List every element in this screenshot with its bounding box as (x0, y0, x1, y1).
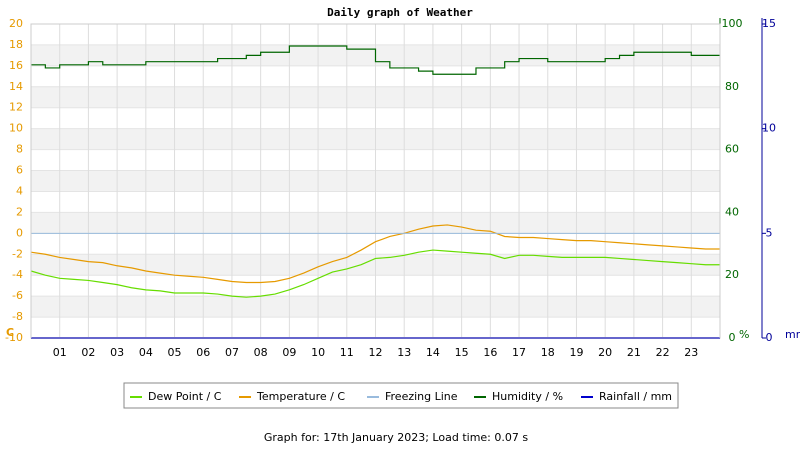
legend-label: Dew Point / C (148, 390, 222, 403)
chart-title: Daily graph of Weather (327, 6, 473, 19)
y3-tick-label: 0 (766, 331, 773, 344)
x-tick-label: 21 (627, 346, 641, 359)
y2-tick-label: 60 (725, 143, 739, 156)
x-tick-label: 14 (426, 346, 440, 359)
y2-tick-label: 80 (725, 80, 739, 93)
y2-tick-label: 0 (729, 331, 736, 344)
y3-axis-label: mm (785, 328, 800, 341)
x-tick-label: 12 (369, 346, 383, 359)
plot-border (30, 23, 721, 339)
x-tick-label: 09 (282, 346, 296, 359)
y-tick-label: 10 (9, 122, 23, 135)
y-tick-label: -4 (12, 268, 23, 281)
x-tick-label: 20 (598, 346, 612, 359)
x-tick-label: 17 (512, 346, 526, 359)
y-tick-label: -6 (12, 289, 23, 302)
x-tick-label: 05 (168, 346, 182, 359)
series-line (30, 249, 720, 298)
y-tick-label: 6 (16, 164, 23, 177)
legend-label: Freezing Line (385, 390, 458, 403)
x-tick-label: 01 (53, 346, 67, 359)
y-tick-label: 16 (9, 59, 23, 72)
y2-axis-label: % (739, 328, 749, 341)
x-tick-label: 13 (397, 346, 411, 359)
y-tick-label: -10 (5, 331, 23, 344)
y3-tick-label: 10 (762, 122, 776, 135)
series-line (30, 224, 720, 284)
y3-tick-label: 15 (762, 17, 776, 30)
y-tick-label: 12 (9, 101, 23, 114)
y2-tick-label: 20 (725, 268, 739, 281)
legend-label: Rainfall / mm (599, 390, 672, 403)
legend-label: Temperature / C (256, 390, 345, 403)
y-tick-label: 20 (9, 17, 23, 30)
x-tick-label: 22 (656, 346, 670, 359)
y-tick-label: 2 (16, 205, 23, 218)
x-tick-label: 08 (254, 346, 268, 359)
x-tick-label: 19 (569, 346, 583, 359)
x-tick-label: 03 (110, 346, 124, 359)
y2-tick-label: 100 (722, 17, 743, 30)
y-tick-label: 4 (16, 184, 23, 197)
x-tick-label: 07 (225, 346, 239, 359)
y-tick-label: -8 (12, 310, 23, 323)
x-tick-label: 23 (684, 346, 698, 359)
y-axis-label: C (6, 326, 14, 339)
series-line (31, 45, 720, 75)
x-tick-label: 15 (455, 346, 469, 359)
x-tick-label: 16 (483, 346, 497, 359)
x-tick-label: 10 (311, 346, 325, 359)
footer: Graph for: 17th January 2023; Load time:… (264, 431, 528, 444)
y-tick-label: 18 (9, 38, 23, 51)
y-tick-label: 14 (9, 80, 23, 93)
legend (123, 382, 679, 409)
x-tick-label: 18 (541, 346, 555, 359)
y-tick-label: 8 (16, 143, 23, 156)
y2-tick-label: 40 (725, 205, 739, 218)
y3-tick-label: 5 (766, 226, 773, 239)
x-tick-label: 04 (139, 346, 153, 359)
y-tick-label: 0 (16, 226, 23, 239)
x-tick-label: 11 (340, 346, 354, 359)
x-tick-label: 06 (196, 346, 210, 359)
y-tick-label: -2 (12, 247, 23, 260)
legend-label: Humidity / % (492, 390, 563, 403)
x-tick-label: 02 (81, 346, 95, 359)
